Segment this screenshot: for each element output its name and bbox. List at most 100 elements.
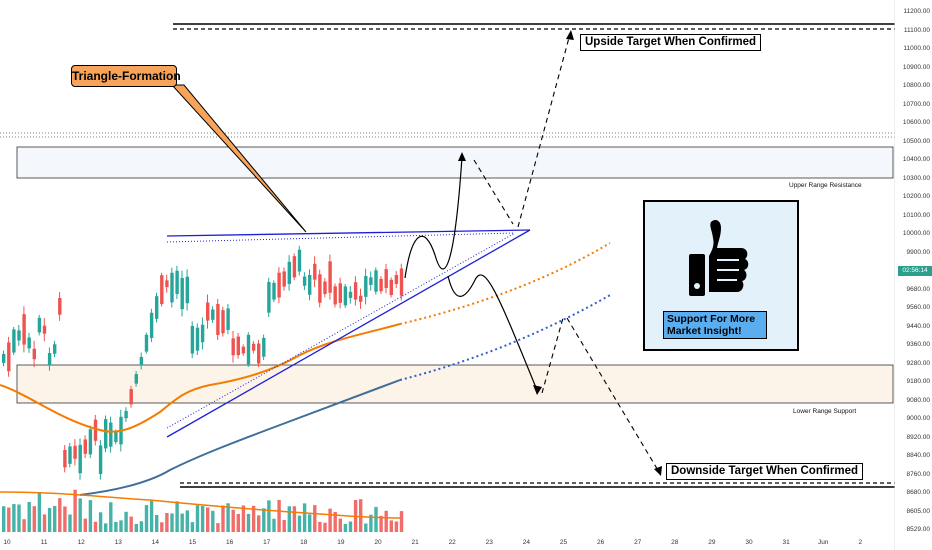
time-tick: 28 — [671, 539, 679, 546]
candle-body — [7, 342, 11, 372]
candle-body — [364, 276, 368, 297]
candle-body — [226, 308, 230, 330]
time-tick: 15 — [188, 539, 197, 546]
downside-target-label[interactable]: Downside Target When Confirmed — [666, 463, 863, 480]
price-tick: 9280.00 — [906, 359, 931, 367]
candle-body — [206, 302, 210, 321]
time-tick: 12 — [77, 539, 85, 546]
candle-body — [134, 374, 138, 384]
candle-body — [17, 330, 21, 341]
time-tick: 11 — [40, 539, 48, 546]
candle-body — [2, 353, 6, 363]
time-tick: 22 — [448, 539, 456, 546]
candle-body — [389, 279, 393, 296]
time-tick: 21 — [411, 539, 419, 546]
price-tick: 9680.00 — [906, 285, 931, 293]
downside-arrow-path — [566, 317, 660, 473]
price-tick: 8529.00 — [906, 526, 931, 533]
time-tick: 30 — [745, 539, 753, 546]
volume-bar — [272, 518, 276, 532]
price-tick: 9440.00 — [906, 322, 931, 330]
volume-bar — [114, 521, 118, 532]
candle-body — [374, 270, 378, 292]
time-tick: 16 — [225, 539, 234, 546]
arrowhead-up-2 — [566, 30, 574, 40]
price-tick: 8760.00 — [906, 470, 931, 478]
time-tick: 26 — [596, 539, 605, 546]
volume-bar — [180, 513, 184, 532]
thumbs-up-icon — [689, 220, 749, 296]
volume-bar — [119, 520, 123, 532]
candle-body — [333, 286, 337, 305]
candle-body — [399, 268, 404, 296]
volume-bar — [22, 519, 26, 532]
upper-range-resistance-zone[interactable] — [16, 146, 894, 179]
volume-bar — [313, 505, 317, 532]
triangle-formation-label[interactable]: Triangle-Formation — [71, 65, 181, 87]
volume-bar — [333, 511, 337, 532]
ema-slow-projection — [399, 293, 613, 381]
triangle-lower-line — [166, 229, 531, 438]
candle-body — [221, 310, 225, 334]
candle-body — [129, 389, 133, 405]
volume-bar — [139, 521, 144, 532]
candle-body — [323, 281, 327, 294]
price-tick: 9180.00 — [906, 378, 931, 385]
candle-body — [180, 277, 184, 310]
price-tick: 11000.00 — [903, 45, 930, 52]
price-tick: 10100.00 — [902, 211, 930, 219]
volume-bar — [73, 489, 77, 532]
support-callout-box[interactable]: Support For More Market Insight! — [643, 200, 799, 351]
candle-body — [170, 272, 174, 303]
volume-bar — [27, 501, 31, 532]
candle-body — [313, 263, 317, 280]
volume-bar — [359, 499, 363, 532]
time-tick: 20 — [374, 539, 382, 546]
candle-body — [32, 348, 36, 360]
candle-body — [98, 445, 103, 475]
volume-ma-line — [0, 491, 401, 519]
price-tick: 9900.00 — [906, 248, 931, 256]
candle-body — [277, 272, 281, 298]
volume-bar — [42, 514, 47, 532]
volume-bar — [323, 522, 327, 532]
ema-slow-line — [79, 379, 401, 496]
volume-bar — [389, 520, 393, 532]
candle-body — [379, 278, 383, 292]
time-tick: 24 — [522, 539, 531, 546]
volume-bar — [226, 503, 230, 532]
candle-body — [37, 317, 42, 333]
volume-bar — [12, 504, 16, 532]
volume-bar — [58, 498, 62, 532]
volume-bar — [241, 505, 246, 532]
volume-bar — [216, 523, 220, 532]
lower-range-support-zone[interactable] — [16, 364, 894, 404]
candle-body — [73, 445, 77, 459]
volume-bar — [343, 523, 348, 532]
candle-body — [47, 353, 52, 366]
volume-bar — [32, 506, 36, 532]
candle-body — [211, 309, 215, 320]
volume-bar — [251, 505, 256, 532]
time-tick: 18 — [300, 539, 308, 546]
price-tick: 10300.00 — [902, 174, 930, 182]
candle-body — [195, 327, 200, 351]
time-tick: Jun — [817, 539, 829, 546]
volume-bar — [185, 510, 189, 532]
candle-body — [302, 276, 307, 286]
volume-bar — [318, 521, 322, 532]
volume-bar — [364, 523, 368, 532]
candle-body — [109, 422, 113, 447]
price-tick: 9560.00 — [906, 304, 931, 311]
volume-bar — [277, 499, 281, 532]
upside-target-label[interactable]: Upside Target When Confirmed — [580, 34, 762, 51]
volume-bar — [129, 516, 133, 532]
time-tick: 10 — [3, 539, 11, 546]
volume-bar — [165, 513, 169, 532]
price-tick: 10800.00 — [902, 82, 930, 89]
time-tick: 29 — [708, 539, 716, 546]
candle-body — [318, 274, 322, 303]
support-text: Support For More Market Insight! — [663, 311, 767, 339]
current-price-tag: 02:56:14 — [898, 266, 932, 276]
